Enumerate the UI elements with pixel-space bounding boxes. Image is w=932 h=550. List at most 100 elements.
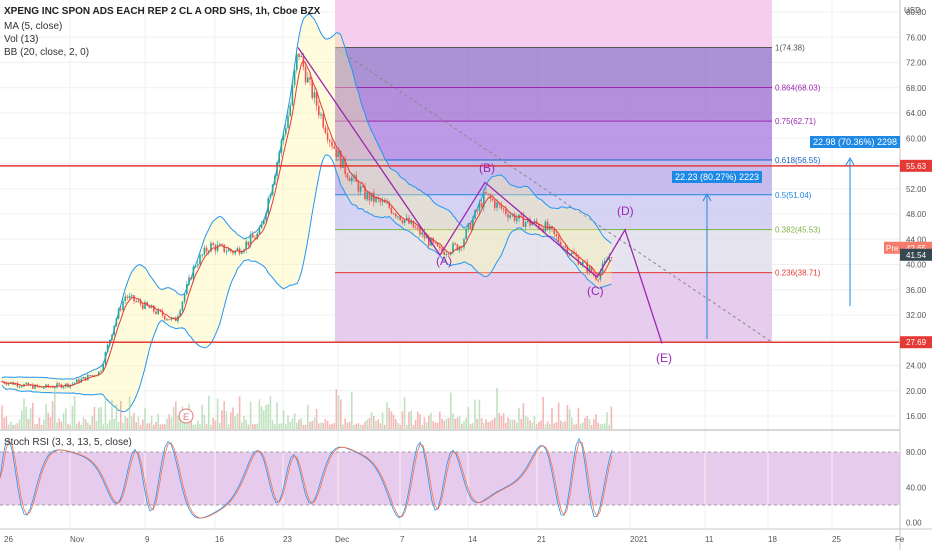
volume-bar: [43, 419, 45, 429]
candle-body: [203, 247, 206, 255]
volume-bar: [465, 417, 467, 429]
volume-bar: [315, 408, 318, 429]
candle-body: [439, 246, 441, 249]
candle-body: [58, 383, 60, 385]
volume-bar: [7, 424, 10, 429]
volume-bar: [417, 411, 419, 429]
candle-body: [18, 386, 21, 388]
volume-bar: [553, 423, 555, 429]
volume-bar: [302, 424, 305, 429]
candle-body: [153, 305, 155, 312]
candle-body: [560, 242, 562, 247]
volume-bar: [102, 424, 104, 429]
premarket-badge-label: Pre: [886, 244, 899, 253]
candle-body: [388, 202, 390, 208]
volume-bar: [111, 399, 113, 429]
volume-bar: [329, 424, 331, 429]
candle-body: [575, 254, 577, 257]
volume-bar: [348, 422, 351, 429]
candle-body: [472, 218, 474, 230]
candle-body: [49, 386, 52, 388]
volume-bar: [223, 401, 225, 429]
volume-bar: [208, 395, 210, 429]
candle-body: [34, 384, 36, 389]
candle-body: [364, 186, 366, 200]
measure-label-1[interactable]: 22.23 (80.27%) 2223: [672, 171, 763, 183]
time-tick-label: Dec: [335, 535, 349, 544]
fib-band: [335, 87, 772, 122]
elliott-wave-path: [297, 47, 663, 344]
candle-body: [573, 251, 575, 255]
time-tick-label: 21: [537, 535, 546, 544]
candle-body: [260, 224, 263, 229]
volume-bar: [423, 417, 426, 429]
fib-level-label: 1(74.38): [775, 43, 805, 52]
volume-bar: [489, 421, 492, 429]
volume-bar: [373, 416, 375, 429]
candle-body: [489, 194, 492, 199]
candle-body: [381, 200, 384, 203]
price-tick-label: 16.00: [906, 412, 927, 421]
candle-body: [315, 92, 318, 106]
fib-level-label: 0.75(62.71): [775, 117, 816, 126]
candle-body: [236, 248, 239, 251]
candle-body: [399, 216, 401, 221]
stoch-tick-label: 40.00: [906, 483, 927, 492]
volume-bar: [258, 399, 261, 429]
volume-bar: [285, 424, 287, 429]
candle-body: [219, 244, 221, 246]
candle-body: [522, 214, 525, 227]
candle-body: [487, 193, 489, 195]
candle-body: [375, 197, 377, 202]
candle-body: [188, 277, 190, 285]
volume-bar: [340, 399, 342, 429]
candle-body: [434, 242, 437, 244]
candle-body: [335, 148, 338, 158]
candle-body: [447, 253, 450, 255]
volume-bar: [117, 421, 120, 429]
price-tick-label: 52.00: [906, 185, 927, 194]
volume-bar: [502, 413, 505, 429]
wave-drawings[interactable]: (A) (B) (C) (D) (E): [297, 47, 855, 365]
time-axis[interactable]: 26 Nov 9 16 23 Dec 7 14 21 2021 11 18 25 Fe: [4, 535, 905, 544]
horizontal-levels[interactable]: [0, 165, 900, 343]
volume-bar: [571, 417, 573, 429]
candle-body: [412, 220, 415, 228]
legend-ma[interactable]: MA (5, close): [4, 21, 63, 32]
volume-bar: [463, 420, 465, 429]
volume-bar: [282, 410, 285, 429]
volume-bar: [23, 398, 25, 429]
volume-bar: [293, 413, 296, 429]
candle-body: [291, 84, 294, 106]
price-axis[interactable]: 80.0076.0072.0068.0064.0060.0056.0052.00…: [884, 8, 932, 528]
volume-bar: [406, 424, 408, 429]
volume-bar: [296, 422, 298, 429]
moving-average-line: [1, 59, 612, 388]
candle-body: [62, 386, 65, 388]
price-tick-label: 72.00: [906, 59, 927, 68]
candle-body: [395, 213, 397, 217]
candle-body: [111, 334, 113, 340]
candle-body: [351, 177, 353, 182]
volume-bar: [243, 416, 245, 429]
volume-bar: [274, 423, 276, 429]
volume-bar: [568, 409, 571, 429]
candle-body: [234, 250, 236, 254]
fibonacci-retracement[interactable]: 1(74.38) 0.864(68.03) 0.75(62.71) 0.618(56.…: [334, 0, 821, 343]
volume-bar: [234, 416, 236, 429]
volume-bar: [155, 421, 157, 429]
candle-body: [465, 228, 467, 240]
measure-label-2[interactable]: 22.98 (70.36%) 2298: [810, 136, 901, 148]
legend-bb[interactable]: BB (20, close, 2, 0): [4, 47, 90, 58]
volume-bar: [54, 389, 56, 429]
candle-body: [417, 227, 419, 229]
volume-bar: [408, 411, 410, 429]
volume-bar: [575, 423, 577, 429]
legend-vol[interactable]: Vol (13): [4, 34, 39, 45]
candle-body: [357, 181, 360, 192]
legend-stoch-rsi[interactable]: Stoch RSI (3, 3, 13, 5, close): [4, 437, 132, 448]
candle-body: [494, 200, 496, 208]
fib-band: [335, 272, 772, 343]
volume-bar: [289, 421, 291, 429]
